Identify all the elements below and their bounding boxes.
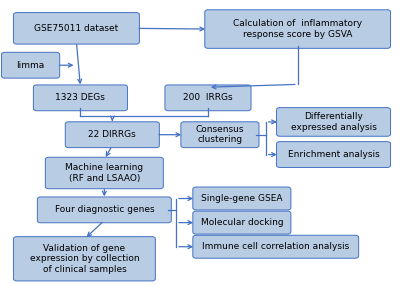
Text: 22 DIRRGs: 22 DIRRGs [88,130,136,139]
FancyBboxPatch shape [193,187,291,210]
FancyBboxPatch shape [181,122,259,148]
FancyBboxPatch shape [37,197,171,223]
Text: Differentially
expressed analysis: Differentially expressed analysis [290,112,376,132]
Text: Consensus
clustering: Consensus clustering [196,125,244,144]
FancyBboxPatch shape [193,235,359,258]
Text: Machine learning
(RF and LSAAO): Machine learning (RF and LSAAO) [65,163,143,183]
FancyBboxPatch shape [14,13,140,44]
Text: Immune cell correlation analysis: Immune cell correlation analysis [202,242,349,251]
FancyBboxPatch shape [2,52,60,78]
FancyBboxPatch shape [276,142,390,168]
Text: Single-gene GSEA: Single-gene GSEA [201,194,283,203]
FancyBboxPatch shape [14,237,155,281]
FancyBboxPatch shape [33,85,128,111]
FancyBboxPatch shape [193,211,291,234]
Text: 1323 DEGs: 1323 DEGs [56,93,105,102]
Text: 200  IRRGs: 200 IRRGs [183,93,233,102]
FancyBboxPatch shape [65,122,159,148]
Text: Enrichment analysis: Enrichment analysis [288,150,380,159]
Text: Four diagnostic genes: Four diagnostic genes [54,205,154,214]
FancyBboxPatch shape [205,10,390,48]
FancyBboxPatch shape [276,108,390,136]
FancyBboxPatch shape [165,85,251,111]
Text: GSE75011 dataset: GSE75011 dataset [34,24,118,33]
Text: Validation of gene
expression by collection
of clinical samples: Validation of gene expression by collect… [30,244,139,274]
Text: Calculation of  inflammatory
response score by GSVA: Calculation of inflammatory response sco… [233,19,362,39]
FancyBboxPatch shape [45,157,163,189]
Text: limma: limma [16,61,45,70]
Text: Molecular docking: Molecular docking [200,218,283,227]
